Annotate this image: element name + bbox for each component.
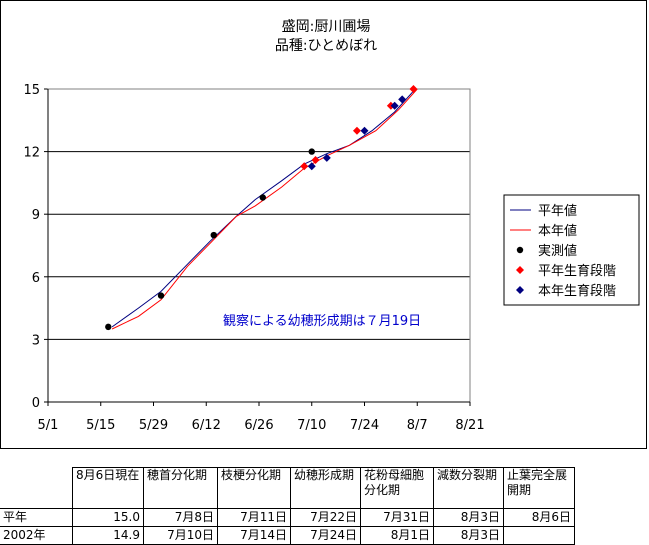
legend-item: 実測値 [516,243,577,259]
series-2 [105,148,315,331]
table-header-cell: 8月6日現在 [72,467,144,509]
data-point [105,323,112,331]
x-tick-label: 8/21 [455,418,484,433]
x-tick-labels: 5/1 5/15 5/29 6/12 6/26 7/10 7/24 8/7 8/21 [38,402,485,433]
data-point [322,153,331,162]
data-point [352,126,361,135]
data-point [259,194,266,201]
table-cell: 7月8日 [143,508,218,527]
table-cell: 7月24日 [290,526,361,545]
table-cell: 8月1日 [360,526,434,545]
legend-marker-swatch [516,286,524,294]
chart-title-line-1: 盛岡:厨川圃場 [282,19,371,35]
table-cell: 15.0 [72,508,144,527]
x-tick-label: 6/12 [192,418,221,433]
data-point [390,101,399,110]
chart-title-line-2: 品種:ひとめぼれ [275,38,377,54]
series-line [111,88,418,330]
table-header-cell: 枝梗分化期 [217,467,291,509]
table-cell: 7月31日 [360,508,434,527]
legend-label: 平年値 [538,203,577,219]
series-line [111,90,414,328]
legend-label: 実測値 [538,243,577,259]
axes [47,89,470,403]
x-tick-label: 8/7 [407,418,428,433]
table-cell: 14.9 [72,526,144,545]
y-tick-label: 6 [32,271,40,286]
table-cell: 7月14日 [217,526,291,545]
y-tick-label: 9 [32,208,40,223]
data-point [409,85,418,93]
data-point [308,148,315,155]
legend-item: 本年値 [510,223,577,239]
table-cell: 8月6日 [503,508,575,527]
table-cell: 8月3日 [433,508,504,527]
legend-label: 本年値 [538,223,577,239]
table-row: 平年 15.0 7月8日 7月11日 7月22日 7月31日 8月3日 8月6日 [0,508,575,527]
table-cell: 7月22日 [290,508,361,527]
x-tick-label: 7/24 [350,418,379,433]
legend-box [503,194,640,306]
table-header-row: 8月6日現在 穂首分化期 枝梗分化期 幼穂形成期 花粉母細胞分化期 減数分裂期 … [0,467,575,509]
data-point [300,162,309,171]
plot-area [47,88,471,403]
data-series [105,85,418,331]
series-0 [111,90,414,328]
series-4 [307,95,407,171]
table-row-label: 2002年 [0,526,73,545]
legend-label: 本年生育段階 [538,283,616,299]
data-point [360,126,369,135]
table-header-cell: 減数分裂期 [433,467,504,509]
legend-marker-swatch [516,246,524,254]
table-header-cell: 穂首分化期 [143,467,218,509]
data-point [311,155,320,164]
table-cell: 7月11日 [217,508,291,527]
growth-stage-table: 8月6日現在 穂首分化期 枝梗分化期 幼穂形成期 花粉母細胞分化期 減数分裂期 … [0,467,575,545]
gridlines [44,88,470,403]
data-point [398,95,407,104]
table-row: 2002年 14.9 7月10日 7月14日 7月24日 8月1日 8月3日 [0,526,575,545]
chart-annotation: 観察による幼穂形成期は７月19日 [223,314,421,329]
table-header-cell: 止葉完全展開期 [503,467,575,509]
x-tick-label: 5/15 [86,418,115,433]
table-header-cell: 幼穂形成期 [290,467,361,509]
legend-item: 本年生育段階 [516,283,616,299]
data-point [157,292,165,299]
legend-marker-swatch [516,266,524,274]
table-header-cell: 花粉母細胞分化期 [360,467,434,509]
legend-item: 平年値 [510,203,577,219]
table-cell: 8月3日 [433,526,504,545]
table-cell: 7月10日 [143,526,218,545]
data-point [307,162,316,171]
data-point [210,231,217,239]
series-1 [111,88,418,330]
y-tick-label: 15 [23,83,40,98]
x-tick-label: 7/10 [297,418,326,433]
legend-label: 平年生育段階 [538,263,616,279]
table-cell [503,526,575,545]
y-tick-label: 3 [32,333,40,348]
y-tick-label: 0 [32,396,40,411]
x-tick-label: 5/1 [38,418,59,433]
legend-item: 平年生育段階 [516,263,616,279]
x-tick-label: 5/29 [139,418,168,433]
y-tick-label: 12 [23,146,40,161]
y-tick-labels: 0 3 6 9 12 15 [23,83,40,411]
chart-frame: 盛岡:厨川圃場 品種:ひとめぼれ 0 3 6 9 12 15 5/1 5/15 5/29 6/1… [0,0,647,449]
x-tick-label: 6/26 [244,418,273,433]
growth-chart: 盛岡:厨川圃場 品種:ひとめぼれ 0 3 6 9 12 15 5/1 5/15 5/29 6/1… [23,19,640,433]
table-corner-cell [0,467,73,509]
table-row-label: 平年 [0,508,73,527]
